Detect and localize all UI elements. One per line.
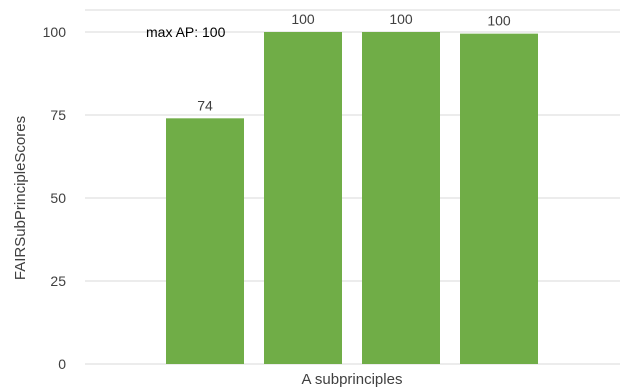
bar-1-label: 74 bbox=[197, 97, 213, 113]
bars bbox=[166, 32, 538, 364]
x-axis-title: A subprinciples bbox=[302, 371, 403, 388]
y-tick-label-50: 50 bbox=[50, 190, 66, 206]
bar-3-label: 100 bbox=[389, 11, 413, 27]
y-tick-label-75: 75 bbox=[50, 107, 66, 123]
bar-1 bbox=[166, 118, 244, 364]
y-tick-label-0: 0 bbox=[58, 356, 66, 372]
y-axis-ticks: 0 25 50 75 100 bbox=[43, 24, 67, 372]
y-tick-label-25: 25 bbox=[50, 273, 66, 289]
y-tick-label-100: 100 bbox=[43, 24, 67, 40]
bar-4-label: 100 bbox=[487, 13, 511, 29]
bar-2-label: 100 bbox=[291, 11, 315, 27]
bar-3 bbox=[362, 32, 440, 364]
data-labels: 74 100 100 100 bbox=[197, 11, 511, 113]
y-axis-title: FAIRSubPrincipleScores bbox=[12, 116, 29, 280]
bar-4 bbox=[460, 33, 538, 364]
bar-2 bbox=[264, 32, 342, 364]
max-ap-annotation: max AP: 100 bbox=[146, 24, 226, 40]
gridlines bbox=[85, 9, 620, 365]
